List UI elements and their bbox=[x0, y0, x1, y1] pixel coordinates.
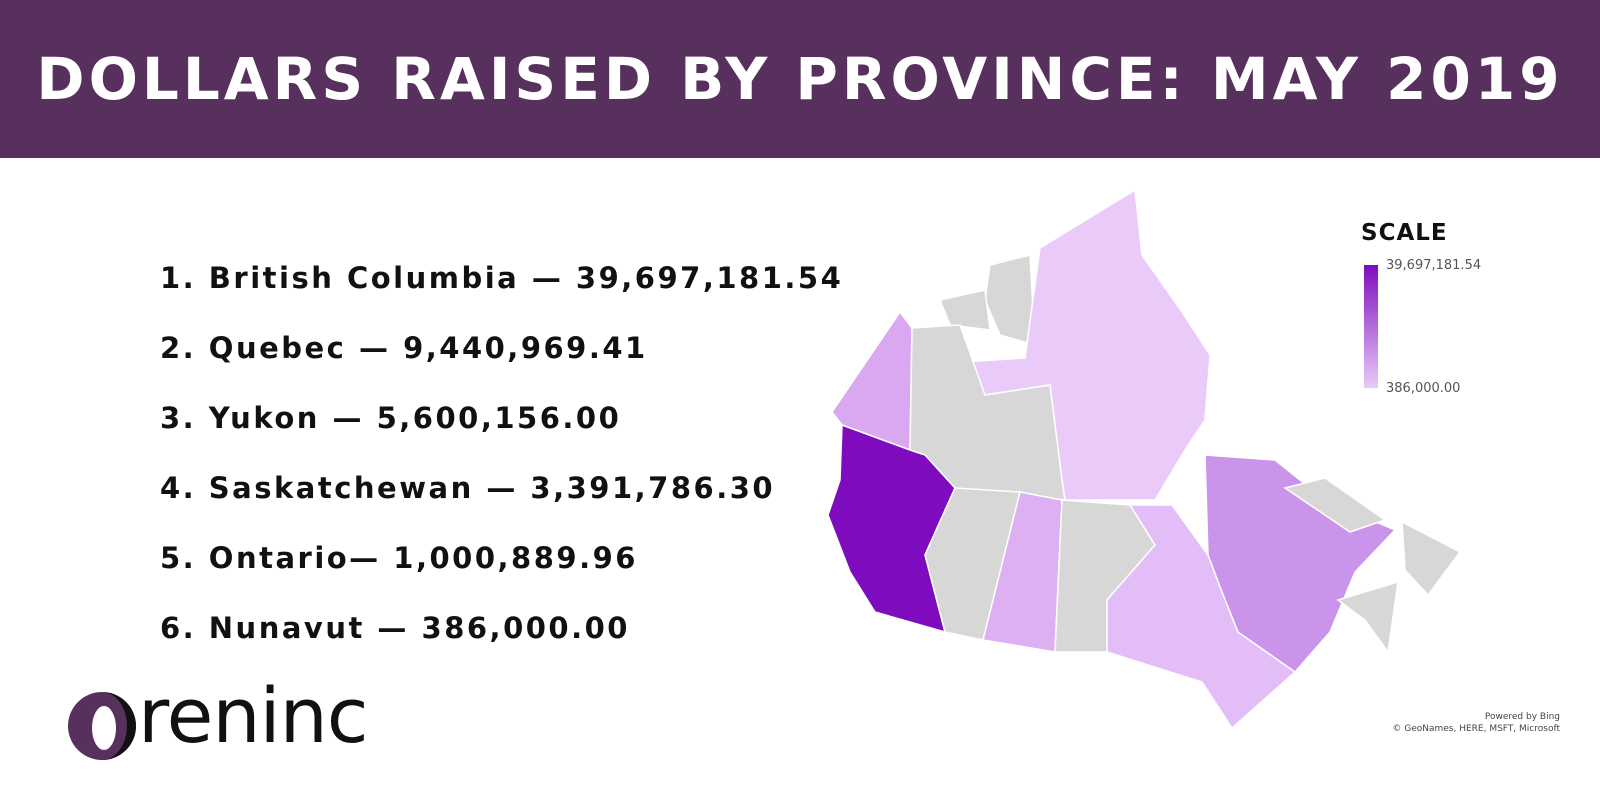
list-item: 4. Saskatchewan — 3,391,786.30 bbox=[160, 471, 776, 505]
legend-max: 39,697,181.54 bbox=[1386, 258, 1482, 273]
list-item: 1. British Columbia — 39,697,181.54 bbox=[160, 261, 844, 295]
region bbox=[1283, 477, 1387, 533]
legend-min: 386,000.00 bbox=[1386, 381, 1461, 396]
logo-mark bbox=[68, 692, 136, 760]
attribution: Powered by Bing bbox=[1484, 712, 1560, 722]
region bbox=[1401, 520, 1462, 597]
ranking-list: 1. British Columbia — 39,697,181.54 2. Q… bbox=[160, 255, 843, 675]
region bbox=[1106, 504, 1297, 730]
list-item: 3. Yukon — 5,600,156.00 bbox=[160, 401, 622, 435]
logo-text: reninc bbox=[138, 671, 369, 760]
header: DOLLARS RAISED BY PROVINCE: MAY 2019 bbox=[0, 0, 1600, 158]
legend-title: SCALE bbox=[1361, 220, 1448, 246]
region bbox=[984, 254, 1036, 347]
region bbox=[1336, 580, 1399, 654]
legend-gradient bbox=[1364, 265, 1378, 388]
list-item: 5. Ontario— 1,000,889.96 bbox=[160, 541, 638, 575]
attribution: © GeoNames, HERE, MSFT, Microsoft bbox=[1392, 724, 1560, 734]
region bbox=[924, 487, 1021, 641]
list-item: 6. Nunavut — 386,000.00 bbox=[160, 611, 630, 645]
title: DOLLARS RAISED BY PROVINCE: MAY 2019 bbox=[36, 45, 1564, 113]
list-item: 2. Quebec — 9,440,969.41 bbox=[160, 331, 648, 365]
region bbox=[938, 289, 991, 331]
